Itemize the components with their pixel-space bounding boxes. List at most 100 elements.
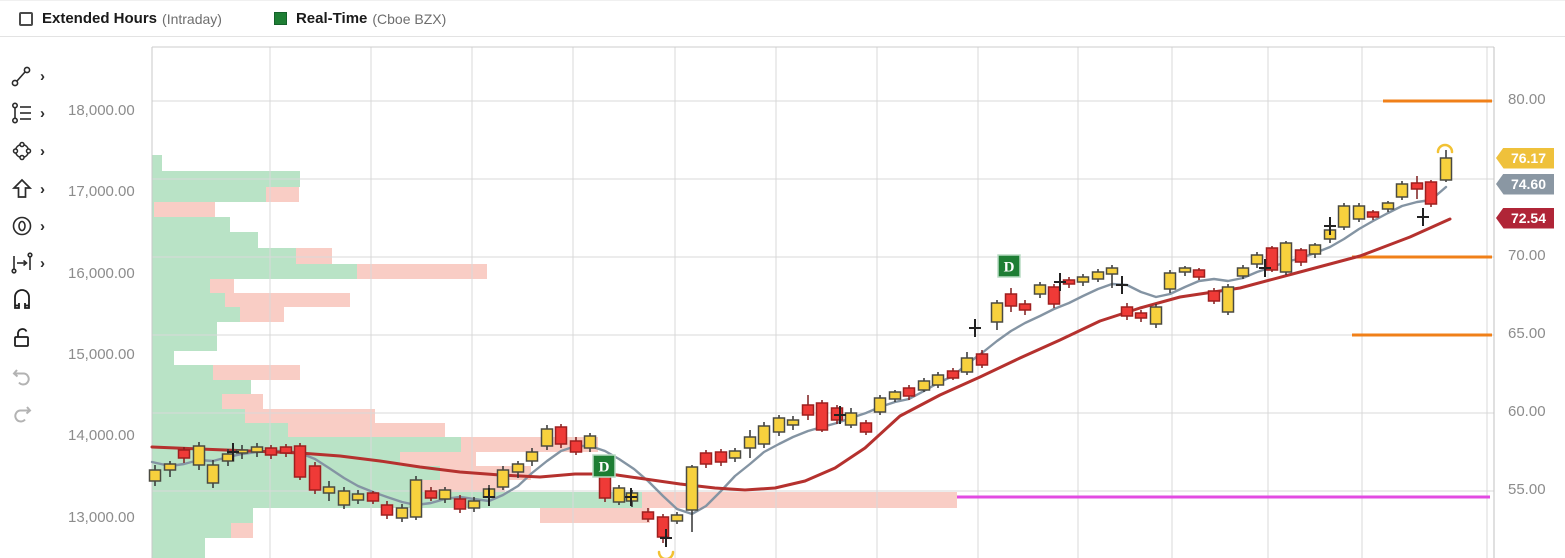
candle-down [1294, 249, 1308, 263]
arrow-tool[interactable]: › [10, 175, 56, 203]
candle-up [1381, 202, 1395, 210]
volume-profile-up-bar [152, 322, 217, 336]
dividend-marker [997, 254, 1021, 278]
position-arc-marker [1436, 143, 1454, 154]
candle-down [975, 353, 989, 366]
volume-profile-up-bar [152, 508, 253, 523]
circled-zero-icon [12, 216, 32, 236]
candle-up [1076, 276, 1090, 283]
chevron-right-icon: › [40, 180, 45, 198]
fibonacci-tool[interactable]: › [10, 99, 56, 127]
volume-profile-down-bar [296, 248, 332, 264]
shapes-icon [12, 141, 32, 161]
undo-icon [12, 369, 30, 386]
trendline-tool[interactable]: › [10, 62, 56, 90]
fibonacci-icon [11, 102, 31, 124]
volume-profile-up-bar [152, 202, 154, 217]
candle-down [293, 445, 307, 478]
volume-profile-up-bar [152, 538, 205, 558]
volume-profile-up-bar [152, 365, 213, 380]
volume-profile-up-bar [152, 217, 230, 232]
chart-settings-bar: Extended Hours (Intraday) Real-Time (Cbo… [0, 0, 1565, 37]
candle-up [917, 380, 931, 391]
candle-down [1134, 312, 1148, 319]
chevron-right-icon: › [40, 254, 45, 272]
candle-up [322, 486, 336, 494]
candle-up [250, 446, 264, 453]
candle-down [815, 402, 829, 431]
candle-down [714, 451, 728, 463]
right-axis-label: 65.00 [1508, 325, 1546, 342]
volume-profile-down-bar [222, 394, 263, 409]
ma-fast-line [150, 185, 1448, 516]
volume-profile-up-bar [152, 232, 258, 248]
candle-up [1395, 183, 1409, 198]
volume-profile-up-bar [152, 423, 288, 437]
candle-up [467, 500, 481, 509]
candle-up [1033, 284, 1047, 295]
shapes-tool[interactable]: › [10, 137, 56, 165]
realtime-swatch-icon [273, 12, 287, 25]
candle-up [685, 466, 699, 511]
dividend-marker [592, 454, 616, 478]
dividend-marker-label: D [1004, 260, 1015, 276]
volume-profile-up-bar [152, 293, 225, 307]
volume-profile-down-bar [225, 293, 350, 307]
lock-toggle[interactable] [10, 324, 56, 352]
volume-profile-up-bar [152, 380, 251, 394]
volume-profile-up-bar [152, 394, 222, 409]
unlock-icon [14, 328, 29, 347]
volume-profile-up-bar [152, 307, 240, 322]
volume-profile-down-bar [357, 264, 487, 279]
candle-up [1439, 157, 1453, 181]
candle-down [177, 449, 191, 459]
candle-up [583, 435, 597, 449]
candle-up [409, 479, 423, 518]
candle-up [931, 374, 945, 386]
candle-down [1424, 181, 1438, 205]
volume-profile-up-bar [152, 155, 162, 171]
extended-hours-checkbox[interactable] [19, 11, 33, 26]
drawing-toolbar: › › › › › [0, 38, 60, 558]
redo-button[interactable] [10, 399, 56, 427]
trendline-icon [11, 66, 31, 87]
candle-up [743, 436, 757, 449]
right-axis-label: 80.00 [1508, 91, 1546, 108]
candle-up [1178, 267, 1192, 273]
candle-up [757, 425, 771, 445]
volume-profile-up-bar [152, 480, 420, 492]
volume-profile-up-bar [152, 248, 296, 264]
candle-down [264, 447, 278, 456]
candle-up [395, 507, 409, 519]
measure-tool[interactable]: › [10, 249, 56, 277]
candle-up [873, 397, 887, 413]
candle-down [1047, 286, 1061, 305]
volume-profile-down-bar [288, 423, 445, 437]
volume-profile-up-bar [152, 409, 245, 423]
candle-up [511, 463, 525, 473]
chevron-right-icon: › [40, 104, 45, 122]
chevron-right-icon: › [40, 142, 45, 160]
candle-down [308, 465, 322, 491]
left-axis-label: 13,000.00 [68, 509, 135, 526]
annotation-tool[interactable]: › [10, 212, 56, 240]
volume-profile-down-bar [245, 409, 375, 423]
candle-up [1352, 205, 1366, 220]
undo-button[interactable] [10, 362, 56, 390]
left-axis-label: 16,000.00 [68, 265, 135, 282]
volume-profile-up-bar [152, 279, 210, 293]
price-tag: 72.54 [1496, 207, 1554, 229]
candle-up [496, 469, 510, 488]
candle-up [192, 445, 206, 466]
candle-up [960, 357, 974, 373]
candle-down [859, 422, 873, 433]
dividend-marker-label: D [599, 460, 610, 476]
candle-up [888, 391, 902, 400]
magnet-toggle[interactable] [10, 287, 56, 315]
volume-profile-up-bar [152, 336, 217, 351]
candle-up [990, 302, 1004, 323]
right-axis-label: 60.00 [1508, 403, 1546, 420]
extended-hours-label: Extended Hours [42, 10, 158, 27]
